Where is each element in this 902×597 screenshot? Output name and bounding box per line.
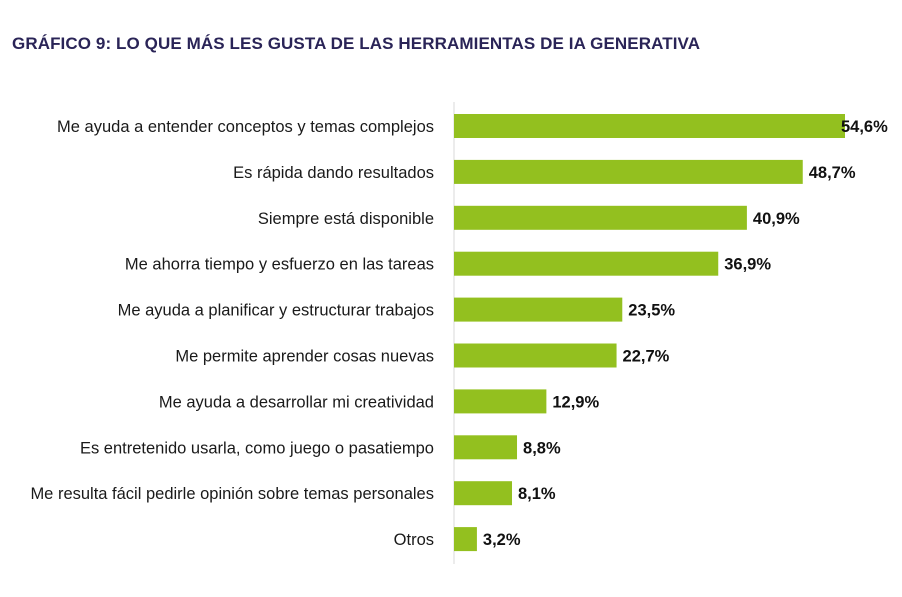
- category-label: Me resulta fácil pedirle opinión sobre t…: [30, 485, 434, 503]
- category-label: Me ahorra tiempo y esfuerzo en las tarea…: [125, 256, 434, 274]
- bar: [454, 343, 617, 368]
- bar: [454, 527, 477, 552]
- bar: [454, 114, 845, 138]
- bar: [454, 297, 623, 322]
- value-label: 48,7%: [809, 164, 856, 182]
- category-label: Me ayuda a planificar y estructurar trab…: [118, 302, 434, 320]
- category-label: Es rápida dando resultados: [233, 164, 434, 182]
- value-label: 36,9%: [724, 256, 771, 274]
- chart-title: GRÁFICO 9: LO QUE MÁS LES GUSTA DE LAS H…: [12, 34, 701, 53]
- value-label: 40,9%: [753, 210, 800, 228]
- bar: [454, 159, 803, 184]
- value-label: 54,6%: [841, 118, 888, 136]
- bar: [454, 251, 719, 276]
- value-label: 8,1%: [518, 485, 556, 503]
- value-label: 12,9%: [552, 393, 599, 411]
- value-label: 23,5%: [628, 302, 675, 320]
- value-label: 8,8%: [523, 439, 561, 457]
- bars-group: [454, 114, 845, 552]
- category-label: Es entretenido usarla, como juego o pasa…: [80, 439, 434, 457]
- category-label: Me ayuda a entender conceptos y temas co…: [57, 118, 434, 136]
- value-labels-group: 54,6% 48,7% 40,9% 36,9% 23,5% 22,7% 12,9% 8,8% 8…: [483, 118, 888, 549]
- category-labels-group: Me ayuda a entender conceptos y temas co…: [30, 118, 434, 549]
- bar: [454, 435, 518, 460]
- category-label: Otros: [394, 531, 434, 549]
- category-label: Me ayuda a desarrollar mi creatividad: [159, 393, 434, 411]
- bar: [454, 389, 547, 414]
- value-label: 22,7%: [623, 348, 670, 366]
- bar: [454, 481, 513, 506]
- bar: [454, 205, 747, 230]
- category-label: Me permite aprender cosas nuevas: [175, 348, 434, 366]
- value-label: 3,2%: [483, 531, 521, 549]
- category-label: Siempre está disponible: [258, 210, 434, 228]
